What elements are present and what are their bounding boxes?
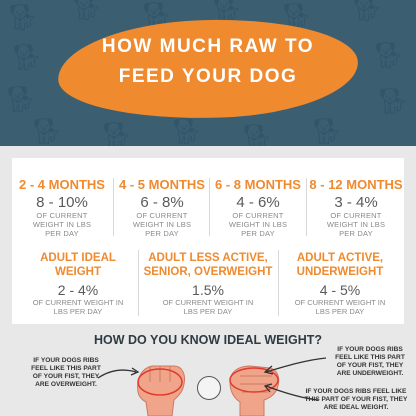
header-banner: 🐕︎ 🐕︎ 🐕︎ 🐕︎ 🐕︎ 🐕︎ 🐕︎ 🐕︎ 🐕︎ 🐕︎ 🐕︎ 🐕︎ 🐕︎ 🐕… xyxy=(0,0,416,146)
page-title-line1: HOW MUCH RAW TO xyxy=(101,36,315,57)
age-group-8-12: 8 - 12 MONTHS 3 - 4% OF CURRENT WEIGHT I… xyxy=(306,177,406,239)
activity-label: ADULT LESS ACTIVE, xyxy=(148,252,268,264)
activity-desc: LBS PER DAY xyxy=(315,307,365,316)
dog-silhouette-icon: 🐕︎ xyxy=(100,120,134,146)
activity-less-active: ADULT LESS ACTIVE, SENIOR, OVERWEIGHT 1.… xyxy=(140,251,276,316)
dog-silhouette-icon: 🐕︎ xyxy=(4,84,38,114)
age-desc: OF CURRENT xyxy=(36,211,88,220)
divider xyxy=(278,250,279,316)
age-desc: OF CURRENT xyxy=(136,211,188,220)
age-percent: 4 - 6% xyxy=(236,194,280,211)
activity-desc: OF CURRENT WEIGHT IN xyxy=(294,298,386,307)
fist-icon xyxy=(229,365,280,416)
dog-silhouette-icon: 🐕︎ xyxy=(350,0,384,23)
age-desc: PER DAY xyxy=(45,229,79,238)
age-label: 4 - 5 MONTHS xyxy=(119,177,205,192)
age-desc: WEIGHT IN LBS xyxy=(326,220,386,229)
activity-desc: OF CURRENT WEIGHT IN xyxy=(162,298,254,307)
ideal-weight-question: HOW DO YOU KNOW IDEAL WEIGHT? xyxy=(93,333,322,347)
dog-silhouette-icon: 🐕︎ xyxy=(310,116,344,146)
dog-silhouette-icon: 🐕︎ xyxy=(210,0,244,24)
activity-label: UNDERWEIGHT xyxy=(296,266,384,278)
arrow-icon xyxy=(97,367,140,379)
arrow-icon xyxy=(263,357,327,375)
activity-percent: 1.5% xyxy=(192,282,224,298)
arrow-icon xyxy=(263,383,319,401)
activity-desc: LBS PER DAY xyxy=(183,307,233,316)
age-group-4-5: 4 - 5 MONTHS 6 - 8% OF CURRENT WEIGHT IN… xyxy=(114,177,210,239)
badge-logo-icon xyxy=(197,376,221,400)
dog-silhouette-icon: 🐕︎ xyxy=(376,86,410,116)
divider xyxy=(113,178,114,236)
age-desc: PER DAY xyxy=(145,229,179,238)
age-desc: OF CURRENT xyxy=(232,211,284,220)
activity-percent: 4 - 5% xyxy=(319,282,361,298)
divider xyxy=(138,250,139,316)
age-percent: 8 - 10% xyxy=(36,194,88,211)
age-desc: WEIGHT IN LBS xyxy=(32,220,92,229)
dog-silhouette-icon: 🐕︎ xyxy=(170,116,204,146)
note-overweight: IF YOUR DOGS RIBS FEEL LIKE THIS PART OF… xyxy=(31,357,101,388)
activity-desc: OF CURRENT WEIGHT IN xyxy=(32,298,124,307)
note-underweight: IF YOUR DOGS RIBS FEEL LIKE THIS PART OF… xyxy=(335,346,405,377)
age-group-6-8: 6 - 8 MONTHS 4 - 6% OF CURRENT WEIGHT IN… xyxy=(210,177,306,239)
activity-label: SENIOR, OVERWEIGHT xyxy=(143,266,273,278)
dog-silhouette-icon: 🐕︎ xyxy=(70,0,104,22)
age-desc: OF CURRENT xyxy=(330,211,382,220)
age-label: 2 - 4 MONTHS xyxy=(19,177,105,192)
age-percent: 6 - 8% xyxy=(140,194,184,211)
activity-desc: LBS PER DAY xyxy=(53,307,103,316)
activity-ideal: ADULT IDEAL WEIGHT 2 - 4% OF CURRENT WEI… xyxy=(18,251,138,316)
activity-percent: 2 - 4% xyxy=(57,282,99,298)
feeding-chart-card xyxy=(12,158,404,324)
activity-label: ADULT ACTIVE, xyxy=(296,252,384,264)
dog-silhouette-icon: 🐕︎ xyxy=(240,122,274,146)
age-desc: WEIGHT IN LBS xyxy=(228,220,288,229)
age-desc: PER DAY xyxy=(241,229,275,238)
divider xyxy=(306,178,307,236)
note-ideal: IF YOUR DOGS RIBS FEEL LIKE THIS PART OF… xyxy=(304,388,408,411)
divider xyxy=(209,178,210,236)
age-label: 8 - 12 MONTHS xyxy=(309,177,403,192)
dog-silhouette-icon: 🐕︎ xyxy=(30,116,64,146)
fist-icon xyxy=(137,365,185,416)
age-desc: WEIGHT IN LBS xyxy=(132,220,192,229)
activity-label: ADULT IDEAL xyxy=(40,252,116,264)
age-percent: 3 - 4% xyxy=(334,194,378,211)
activity-active: ADULT ACTIVE, UNDERWEIGHT 4 - 5% OF CURR… xyxy=(280,251,400,316)
page-title-line2: FEED YOUR DOG xyxy=(118,66,298,87)
age-group-2-4: 2 - 4 MONTHS 8 - 10% OF CURRENT WEIGHT I… xyxy=(14,177,110,239)
activity-label: WEIGHT xyxy=(55,266,101,278)
dog-silhouette-icon: 🐕︎ xyxy=(6,2,40,32)
age-label: 6 - 8 MONTHS xyxy=(215,177,301,192)
age-desc: PER DAY xyxy=(339,229,373,238)
dog-silhouette-icon: 🐕︎ xyxy=(10,42,44,72)
dog-silhouette-icon: 🐕︎ xyxy=(372,40,406,70)
